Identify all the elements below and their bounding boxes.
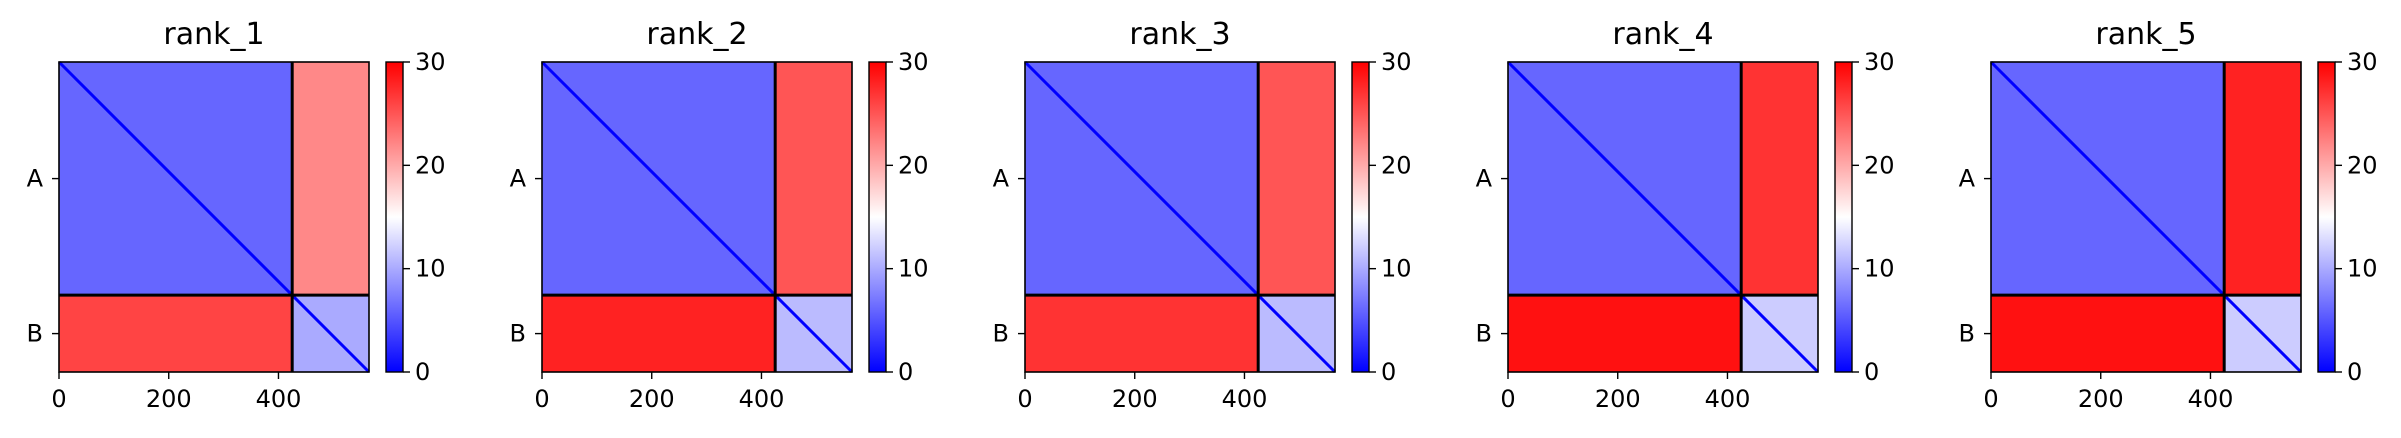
panel-title: rank_5	[2095, 17, 2196, 52]
x-tick-label: 200	[629, 385, 675, 413]
colorbar-tick-label: 0	[898, 358, 913, 386]
colorbar-tick-label: 30	[415, 48, 446, 76]
chain-label-A: A	[510, 165, 527, 193]
x-tick-label: 0	[51, 385, 66, 413]
chain-label-B: B	[27, 320, 43, 348]
colorbar	[2317, 61, 2336, 373]
heatmap-block-AB	[1741, 62, 1818, 296]
heatmap-diagonal	[57, 60, 371, 374]
colorbar-tick-label: 20	[2347, 151, 2378, 179]
chain-label-A: A	[27, 165, 44, 193]
colorbar-tick-label: 20	[1864, 151, 1895, 179]
axes-frame	[541, 61, 853, 373]
colorbar-tick-label: 20	[415, 151, 446, 179]
heatmap-diagonal	[1506, 60, 1820, 374]
colorbar-tick-label: 0	[1864, 358, 1879, 386]
heatmap-block-AB	[292, 62, 369, 296]
axes-frame	[1024, 61, 1336, 373]
colorbar-tick-label: 20	[898, 151, 929, 179]
colorbar-tick-label: 30	[898, 48, 929, 76]
panel-4: rank_4 0 200 400 A B 0 10 20 30	[1476, 17, 1895, 413]
heatmap-block-BA	[1025, 295, 1259, 372]
panel-1: rank_1 0 200 400 A B 0 10 20 30	[27, 17, 446, 413]
x-tick-label: 200	[146, 385, 192, 413]
colorbar-tick-label: 10	[1381, 255, 1412, 283]
heatmap-block-BA	[542, 295, 776, 372]
axes-frame	[1990, 61, 2302, 373]
colorbar	[385, 61, 404, 373]
x-tick-label: 200	[1595, 385, 1641, 413]
colorbar-tick-label: 0	[2347, 358, 2362, 386]
panel-title: rank_4	[1612, 17, 1713, 52]
chain-label-A: A	[1959, 165, 1976, 193]
colorbar-tick-label: 10	[415, 255, 446, 283]
axes-frame	[1507, 61, 1819, 373]
chain-label-B: B	[1476, 320, 1492, 348]
colorbar-tick-label: 10	[2347, 255, 2378, 283]
colorbar-tick-label: 0	[1381, 358, 1396, 386]
colorbar-tick-label: 10	[898, 255, 929, 283]
chain-label-B: B	[1959, 320, 1975, 348]
heatmap-block-AB	[2224, 62, 2301, 296]
x-tick-label: 0	[1017, 385, 1032, 413]
x-tick-label: 400	[2188, 385, 2234, 413]
x-tick-label: 400	[1705, 385, 1751, 413]
heatmap-diagonal	[1023, 60, 1337, 374]
heatmap-block-BA	[1991, 295, 2225, 372]
panel-title: rank_2	[646, 17, 747, 52]
colorbar-tick-label: 30	[1864, 48, 1895, 76]
panel-5: rank_5 0 200 400 A B 0 10 20 30	[1959, 17, 2378, 413]
chain-label-B: B	[993, 320, 1009, 348]
colorbar-tick-label: 10	[1864, 255, 1895, 283]
x-tick-label: 400	[256, 385, 302, 413]
colorbar	[1351, 61, 1370, 373]
colorbar-tick-label: 0	[415, 358, 430, 386]
colorbar-tick-label: 20	[1381, 151, 1412, 179]
axes-frame	[58, 61, 370, 373]
colorbar-tick-label: 30	[1381, 48, 1412, 76]
panel-title: rank_3	[1129, 17, 1230, 52]
chain-label-A: A	[1476, 165, 1493, 193]
heatmap-diagonal	[1989, 60, 2303, 374]
x-tick-label: 400	[739, 385, 785, 413]
colorbar-tick-label: 30	[2347, 48, 2378, 76]
x-tick-label: 0	[534, 385, 549, 413]
heatmap-block-BA	[1508, 295, 1742, 372]
x-tick-label: 400	[1222, 385, 1268, 413]
chain-label-B: B	[510, 320, 526, 348]
chain-label-A: A	[993, 165, 1010, 193]
panel-title: rank_1	[163, 17, 264, 52]
x-tick-label: 0	[1983, 385, 1998, 413]
heatmap-block-AB	[1258, 62, 1335, 296]
x-tick-label: 200	[1112, 385, 1158, 413]
x-tick-label: 0	[1500, 385, 1515, 413]
colorbar	[868, 61, 887, 373]
panel-3: rank_3 0 200 400 A B 0 10 20 30	[993, 17, 1412, 413]
heatmap-diagonal	[540, 60, 854, 374]
panel-2: rank_2 0 200 400 A B 0 10 20 30	[510, 17, 929, 413]
x-tick-label: 200	[2078, 385, 2124, 413]
colorbar	[1834, 61, 1853, 373]
heatmap-block-BA	[59, 295, 293, 372]
heatmap-block-AB	[775, 62, 852, 296]
